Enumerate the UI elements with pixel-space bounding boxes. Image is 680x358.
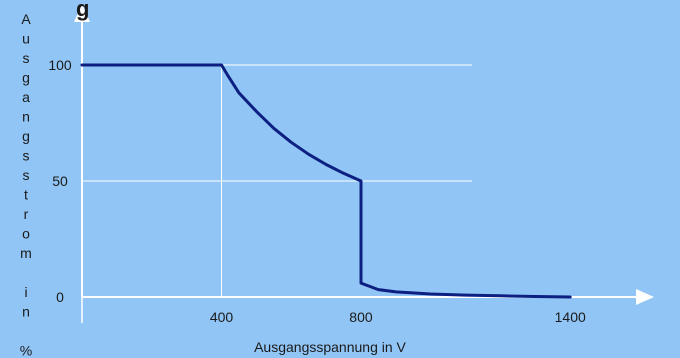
y-axis-title-letter: t xyxy=(24,187,28,203)
y-axis-title-letter: g xyxy=(22,128,30,144)
y-tick-label-100: 100 xyxy=(48,57,72,73)
y-axis-title-letter: s xyxy=(23,167,30,183)
y-tick-label-50: 50 xyxy=(52,173,68,189)
x-axis-title: Ausgangsspannung in V xyxy=(254,339,406,355)
y-axis-title-letter: i xyxy=(24,284,27,300)
x-tick-label-400: 400 xyxy=(210,309,234,325)
y-axis-title-letter: u xyxy=(22,31,30,47)
y-axis-title-letter: A xyxy=(21,11,31,27)
y-axis-title-letter: r xyxy=(24,206,29,222)
x-axis-arrow xyxy=(636,289,654,305)
y-axis-title-letter: n xyxy=(22,109,30,125)
x-tick-label-1400: 1400 xyxy=(555,309,586,325)
series-layer xyxy=(80,63,572,299)
x-tick-label-800: 800 xyxy=(349,309,373,325)
y-axis-title-letter: o xyxy=(22,226,30,242)
y-axis-title-letter: a xyxy=(22,89,30,105)
y-axis-title-letter: s xyxy=(23,50,30,66)
y-axis-title-letter: n xyxy=(22,304,30,320)
series-line-0 xyxy=(80,63,572,299)
y-axis-arrow xyxy=(74,4,90,22)
y-axis-title-letter: % xyxy=(20,343,32,358)
y-axis-title-letter: g xyxy=(22,70,30,86)
y-axis-title-letter: m xyxy=(20,245,32,261)
y-tick-label-0: 0 xyxy=(56,289,64,305)
chart-title-fragment: g xyxy=(76,0,89,21)
y-axis-title-letter: s xyxy=(23,148,30,164)
